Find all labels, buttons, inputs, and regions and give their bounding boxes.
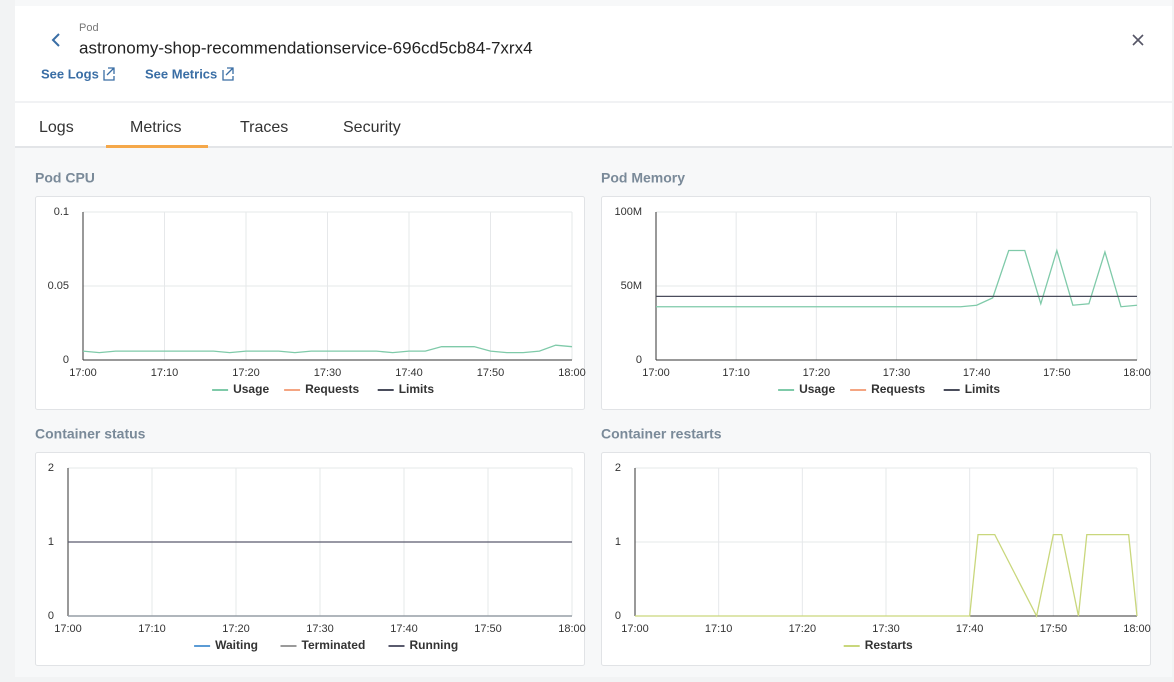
y-tick-label: 100M [614, 206, 642, 218]
title: astronomy-shop-recommendationservice-696… [79, 38, 533, 57]
x-tick-label: 17:30 [306, 623, 334, 635]
y-tick-label: 0 [63, 354, 69, 366]
x-tick-label: 17:50 [1043, 367, 1071, 379]
kind: Pod [79, 22, 99, 34]
x-tick-label: 17:40 [395, 367, 423, 379]
x-tick-label: 17:00 [642, 367, 670, 379]
x-tick-label: 18:00 [1123, 623, 1151, 635]
x-tick-label: 17:30 [314, 367, 342, 379]
x-tick-label: 17:10 [138, 623, 166, 635]
x-tick-label: 17:10 [722, 367, 750, 379]
x-tick-label: 17:00 [69, 367, 97, 379]
x-tick-label: 17:50 [1040, 623, 1068, 635]
tab[interactable]: Logs [39, 119, 74, 136]
y-tick-label: 0 [615, 610, 621, 622]
x-tick-label: 17:30 [872, 623, 900, 635]
legend-label: Waiting [215, 638, 258, 652]
chart-title: Container restarts [601, 426, 722, 442]
header-bg [15, 6, 1172, 147]
x-tick-label: 17:10 [151, 367, 179, 379]
link[interactable]: See Logs [41, 66, 99, 81]
chart-box [601, 452, 1151, 666]
external-icon [222, 67, 234, 81]
y-tick-label: 50M [621, 280, 642, 292]
tab[interactable]: Traces [240, 119, 288, 136]
y-tick-label: 2 [615, 462, 621, 474]
tab-underline [106, 145, 208, 148]
chart-box [35, 196, 585, 410]
y-tick-label: 0.1 [54, 206, 69, 218]
series-line [82, 344, 573, 354]
y-tick-label: 0 [636, 354, 642, 366]
x-tick-label: 17:40 [390, 623, 418, 635]
legend-label: Limits [965, 382, 1001, 396]
series-line [635, 533, 1138, 618]
legend-label: Running [410, 638, 459, 652]
tab[interactable]: Security [343, 119, 401, 136]
legend-label: Limits [399, 382, 435, 396]
x-tick-label: 17:20 [222, 623, 250, 635]
back-button[interactable] [51, 33, 60, 47]
legend-label: Usage [233, 382, 269, 396]
x-tick-label: 17:10 [705, 623, 733, 635]
x-tick-label: 17:00 [621, 623, 649, 635]
x-tick-label: 17:50 [477, 367, 505, 379]
chart-box [601, 196, 1151, 410]
x-tick-label: 17:20 [789, 623, 817, 635]
external-icon [103, 67, 115, 81]
series-line [656, 248, 1138, 308]
legend-label: Requests [871, 382, 925, 396]
x-tick-label: 18:00 [558, 367, 586, 379]
chart-title: Pod CPU [35, 170, 95, 186]
close-button[interactable] [1132, 34, 1144, 46]
x-tick-label: 17:20 [803, 367, 831, 379]
y-tick-label: 0 [48, 610, 54, 622]
chart-title: Pod Memory [601, 170, 685, 186]
legend-label: Restarts [865, 638, 913, 652]
legend-label: Requests [305, 382, 359, 396]
x-tick-label: 17:40 [956, 623, 984, 635]
tab[interactable]: Metrics [130, 119, 182, 136]
x-tick-label: 17:00 [54, 623, 82, 635]
y-tick-label: 1 [615, 536, 621, 548]
link[interactable]: See Metrics [145, 66, 217, 81]
y-tick-label: 1 [48, 536, 54, 548]
legend-label: Usage [799, 382, 835, 396]
x-tick-label: 17:20 [232, 367, 260, 379]
y-tick-label: 0.05 [48, 280, 69, 292]
x-tick-label: 17:50 [474, 623, 502, 635]
legend-label: Terminated [302, 638, 366, 652]
chart-box [35, 452, 585, 666]
x-tick-label: 18:00 [1123, 367, 1151, 379]
x-tick-label: 17:30 [883, 367, 911, 379]
y-tick-label: 2 [48, 462, 54, 474]
chart-title: Container status [35, 426, 146, 442]
x-tick-label: 18:00 [558, 623, 586, 635]
x-tick-label: 17:40 [963, 367, 991, 379]
